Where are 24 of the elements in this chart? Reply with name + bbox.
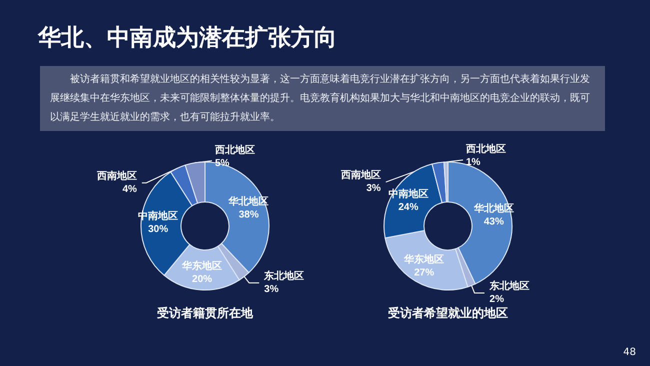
data-label: 30% (148, 224, 168, 236)
text: 华北、中南成为潜在扩张方向 (38, 24, 337, 53)
slice-label: 西北地区 (214, 144, 255, 156)
data-label: 3% (366, 183, 381, 194)
data-label: 38% (238, 210, 259, 221)
text: 被访者籍贯和希望就业地区的相关性较为显著，这一方面意味着电竞行业潜在扩张方向，另一方面也代表着如果行业发展继续集中在华东地区，未来可能限制整体体量的提升。电竞教育机构如果加大与华北和中南地区的电竞企业的联动，既可以满足学生就近就业的需求，也有可能拉升就业率。 (40, 66, 605, 131)
data-label: 4% (122, 184, 138, 195)
slice-label: 西南地区 (96, 170, 137, 182)
slice-label: 东北地区 (488, 280, 530, 292)
data-label: 27% (414, 267, 434, 278)
slice-label: 西北地区 (464, 143, 506, 156)
data-label: 20% (192, 274, 212, 285)
data-label: 43% (484, 216, 504, 228)
slice-label: 华东地区 (181, 260, 222, 272)
data-label: 24% (398, 202, 418, 213)
slice-label: 西南地区 (340, 169, 381, 182)
text: 48 (623, 347, 636, 358)
slice-label: 华东地区 (403, 253, 444, 266)
data-label: 1% (466, 157, 481, 168)
slice-label: 东北地区 (263, 270, 304, 282)
data-label: 3% (264, 284, 279, 295)
text: 受访者籍贯所在地 (156, 306, 254, 320)
text: 受访者希望就业的地区 (387, 306, 508, 320)
data-label: 2% (490, 294, 504, 305)
